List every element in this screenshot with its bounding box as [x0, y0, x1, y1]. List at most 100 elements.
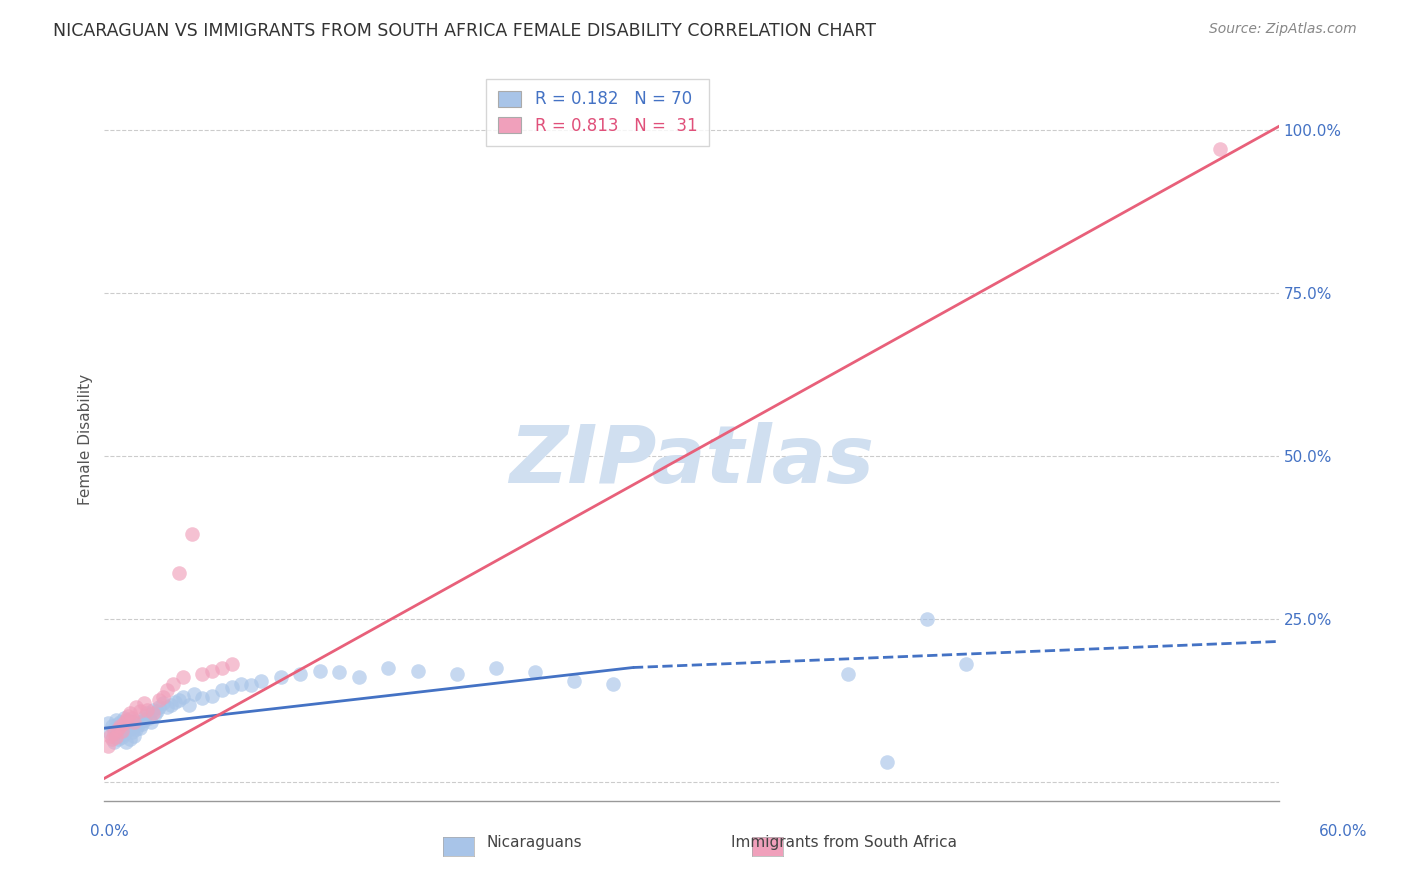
Point	[101, 719, 124, 733]
Point	[122, 729, 145, 743]
Point	[148, 699, 170, 714]
Point	[115, 713, 138, 727]
Point	[231, 677, 253, 691]
Text: Source: ZipAtlas.com: Source: ZipAtlas.com	[1209, 22, 1357, 37]
Point	[172, 670, 194, 684]
Point	[98, 729, 121, 743]
Point	[131, 716, 153, 731]
Point	[132, 713, 155, 727]
Text: NICARAGUAN VS IMMIGRANTS FROM SOUTH AFRICA FEMALE DISABILITY CORRELATION CHART: NICARAGUAN VS IMMIGRANTS FROM SOUTH AFRI…	[53, 22, 876, 40]
Point	[602, 677, 624, 691]
Point	[1209, 142, 1232, 156]
Point	[955, 657, 977, 672]
Point	[221, 680, 243, 694]
Point	[98, 725, 121, 739]
Point	[111, 731, 134, 745]
Point	[143, 707, 166, 722]
Text: ZIPatlas: ZIPatlas	[509, 422, 875, 500]
Point	[915, 612, 938, 626]
Point	[105, 731, 128, 745]
Point	[377, 660, 399, 674]
Point	[117, 723, 139, 738]
Point	[108, 719, 131, 733]
Point	[183, 687, 205, 701]
Point	[347, 670, 370, 684]
Point	[105, 729, 128, 743]
Point	[136, 703, 159, 717]
Point	[221, 657, 243, 672]
Point	[108, 723, 131, 738]
Point	[103, 725, 125, 739]
Point	[132, 697, 155, 711]
Point	[201, 689, 224, 703]
Point	[152, 690, 174, 704]
Point	[115, 735, 138, 749]
Y-axis label: Female Disability: Female Disability	[79, 374, 93, 505]
Point	[308, 664, 330, 678]
Point	[97, 715, 120, 730]
Text: Nicaraguans: Nicaraguans	[486, 836, 582, 850]
Point	[288, 667, 311, 681]
Point	[118, 706, 141, 721]
Point	[406, 664, 429, 678]
Point	[177, 698, 200, 712]
Point	[162, 677, 184, 691]
Point	[328, 665, 350, 679]
Point	[167, 566, 190, 580]
Point	[117, 709, 139, 723]
Point	[148, 693, 170, 707]
Point	[118, 731, 141, 746]
Point	[160, 698, 183, 712]
Point	[201, 664, 224, 678]
Point	[562, 673, 585, 688]
Point	[111, 721, 134, 735]
Point	[250, 673, 273, 688]
Point	[125, 714, 148, 728]
Point	[191, 691, 214, 706]
Point	[142, 706, 165, 721]
Point	[211, 683, 233, 698]
Text: 0.0%: 0.0%	[90, 824, 129, 838]
Point	[121, 725, 143, 739]
Text: 60.0%: 60.0%	[1319, 824, 1367, 838]
Point	[112, 711, 135, 725]
Point	[524, 665, 547, 679]
Point	[112, 727, 135, 741]
Point	[107, 732, 129, 747]
Point	[172, 690, 194, 704]
Text: Immigrants from South Africa: Immigrants from South Africa	[731, 836, 956, 850]
Point	[141, 714, 163, 729]
Point	[125, 723, 148, 737]
Point	[107, 717, 129, 731]
Point	[181, 526, 204, 541]
Point	[876, 755, 898, 769]
Point	[142, 703, 165, 717]
Point	[127, 718, 149, 732]
Point	[167, 693, 190, 707]
Point	[121, 711, 143, 725]
Point	[115, 718, 138, 732]
Point	[146, 704, 169, 718]
Point	[191, 667, 214, 681]
Point	[103, 735, 125, 749]
Point	[122, 719, 145, 733]
Point	[122, 714, 145, 729]
Point	[152, 697, 174, 711]
Point	[105, 713, 128, 727]
Point	[128, 704, 150, 718]
Point	[156, 699, 179, 714]
Point	[117, 714, 139, 728]
Point	[136, 706, 159, 721]
Point	[97, 739, 120, 753]
Point	[112, 715, 135, 730]
Point	[107, 723, 129, 737]
Point	[128, 721, 150, 735]
Point	[156, 683, 179, 698]
Point	[270, 670, 292, 684]
Point	[446, 667, 468, 681]
Point	[121, 715, 143, 730]
Point	[103, 723, 125, 737]
Point	[101, 732, 124, 747]
Point	[485, 660, 508, 674]
Point	[163, 695, 186, 709]
